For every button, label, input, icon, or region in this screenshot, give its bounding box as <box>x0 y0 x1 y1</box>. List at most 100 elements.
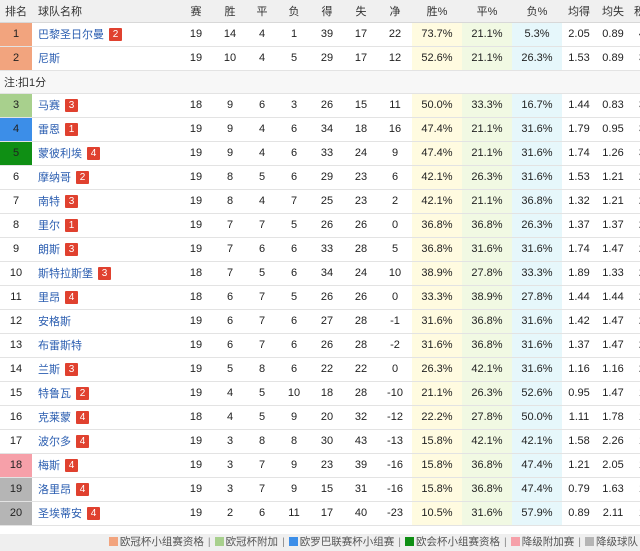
goals-against-cell: 28 <box>344 309 378 334</box>
rank-cell: 14 <box>0 357 32 382</box>
team-link[interactable]: 梅斯 <box>38 460 60 472</box>
team-link[interactable]: 朗斯 <box>38 244 60 256</box>
played-cell: 19 <box>178 501 214 526</box>
table-row: 1 巴黎圣日尔曼 2 19 14 4 1 39 17 22 73.7% 21.1% 5.3% 2.05 0.… <box>0 22 640 47</box>
avg-for-cell: 1.53 <box>562 165 596 190</box>
loss-pct-cell: 52.6% <box>512 381 562 406</box>
won-cell: 8 <box>214 165 246 190</box>
avg-against-cell: 1.47 <box>596 381 630 406</box>
win-pct-cell: 26.3% <box>412 357 462 382</box>
played-cell: 19 <box>178 46 214 71</box>
team-link[interactable]: 圣埃蒂安 <box>38 508 82 520</box>
team-link[interactable]: 里昂 <box>38 292 60 304</box>
drawn-cell: 8 <box>246 429 278 454</box>
team-link[interactable]: 斯特拉斯堡 <box>38 268 93 280</box>
team-link[interactable]: 蒙彼利埃 <box>38 148 82 160</box>
team-cell: 特鲁瓦 2 <box>32 381 178 406</box>
won-cell: 3 <box>214 477 246 502</box>
played-cell: 19 <box>178 309 214 334</box>
lost-cell: 6 <box>278 141 310 166</box>
legend-label: 降级球队 <box>596 536 638 548</box>
team-link[interactable]: 马赛 <box>38 100 60 112</box>
legend-label: 欧罗巴联赛杯小组赛 <box>299 536 395 548</box>
lost-cell: 5 <box>278 46 310 71</box>
points-cell: 23 <box>630 357 640 382</box>
goal-diff-cell: -13 <box>378 429 412 454</box>
won-cell: 3 <box>214 429 246 454</box>
form-badge: 3 <box>65 195 78 208</box>
team-link[interactable]: 巴黎圣日尔曼 <box>38 29 104 41</box>
team-link[interactable]: 洛里昂 <box>38 484 71 496</box>
drawn-cell: 7 <box>246 309 278 334</box>
header-won: 胜 <box>214 0 246 23</box>
win-pct-cell: 36.8% <box>412 213 462 238</box>
avg-for-cell: 1.16 <box>562 357 596 382</box>
form-badge: 3 <box>65 99 78 112</box>
team-link[interactable]: 南特 <box>38 196 60 208</box>
avg-for-cell: 1.79 <box>562 117 596 142</box>
goal-diff-cell: 5 <box>378 237 412 262</box>
win-pct-cell: 10.5% <box>412 501 462 526</box>
loss-pct-cell: 27.8% <box>512 285 562 310</box>
goals-for-cell: 25 <box>310 189 344 214</box>
team-link[interactable]: 雷恩 <box>38 124 60 136</box>
points-cell: 31 <box>630 117 640 142</box>
goal-diff-cell: 10 <box>378 261 412 286</box>
won-cell: 4 <box>214 405 246 430</box>
win-pct-cell: 38.9% <box>412 261 462 286</box>
team-link[interactable]: 布雷斯特 <box>38 340 82 352</box>
goals-against-cell: 23 <box>344 189 378 214</box>
rank-cell: 17 <box>0 429 32 454</box>
team-link[interactable]: 克莱蒙 <box>38 412 71 424</box>
team-link[interactable]: 波尔多 <box>38 436 71 448</box>
rank-cell: 4 <box>0 117 32 142</box>
win-pct-cell: 36.8% <box>412 237 462 262</box>
team-link[interactable]: 兰斯 <box>38 364 60 376</box>
header-avg-against: 均失 <box>596 0 630 23</box>
lost-cell: 9 <box>278 453 310 478</box>
rank-cell: 11 <box>0 285 32 310</box>
legend-separator: | <box>504 536 507 548</box>
draw-pct-cell: 36.8% <box>462 309 512 334</box>
legend-item: 欧冠杯附加 <box>214 534 278 551</box>
team-cell: 尼斯 <box>32 46 178 71</box>
win-pct-cell: 42.1% <box>412 189 462 214</box>
goals-for-cell: 34 <box>310 261 344 286</box>
goals-for-cell: 39 <box>310 22 344 47</box>
loss-pct-cell: 31.6% <box>512 333 562 358</box>
points-cell: 25 <box>630 285 640 310</box>
goal-diff-cell: -2 <box>378 333 412 358</box>
team-link[interactable]: 安格斯 <box>38 316 71 328</box>
drawn-cell: 5 <box>246 405 278 430</box>
team-link[interactable]: 特鲁瓦 <box>38 388 71 400</box>
team-cell: 里尔 1 <box>32 213 178 238</box>
avg-against-cell: 1.37 <box>596 213 630 238</box>
header-drawn: 平 <box>246 0 278 23</box>
form-badge: 4 <box>76 483 89 496</box>
avg-for-cell: 1.37 <box>562 213 596 238</box>
header-goals-for: 得 <box>310 0 344 23</box>
won-cell: 10 <box>214 46 246 71</box>
lost-cell: 9 <box>278 477 310 502</box>
loss-pct-cell: 31.6% <box>512 141 562 166</box>
draw-pct-cell: 36.8% <box>462 213 512 238</box>
table-row: 5蒙彼利埃4199463324947.4%21.1%31.6%1.741.263… <box>0 141 640 166</box>
team-link[interactable]: 尼斯 <box>38 53 60 65</box>
legend-separator: | <box>207 536 211 548</box>
team-link[interactable]: 里尔 <box>38 220 60 232</box>
legend-swatch <box>108 537 118 546</box>
legend-swatch <box>585 537 594 546</box>
note-row: 注:扣1分 <box>0 70 640 94</box>
played-cell: 19 <box>178 189 214 214</box>
win-pct-cell: 47.4% <box>412 141 462 166</box>
goal-diff-cell: 0 <box>378 357 412 382</box>
goals-for-cell: 26 <box>310 333 344 358</box>
legend-swatch <box>214 537 224 546</box>
loss-pct-cell: 26.3% <box>512 46 562 71</box>
team-link[interactable]: 摩纳哥 <box>38 172 71 184</box>
draw-pct-cell: 31.6% <box>462 501 512 526</box>
legend-separator: | <box>578 536 581 548</box>
won-cell: 5 <box>214 357 246 382</box>
avg-against-cell: 1.63 <box>596 477 630 502</box>
